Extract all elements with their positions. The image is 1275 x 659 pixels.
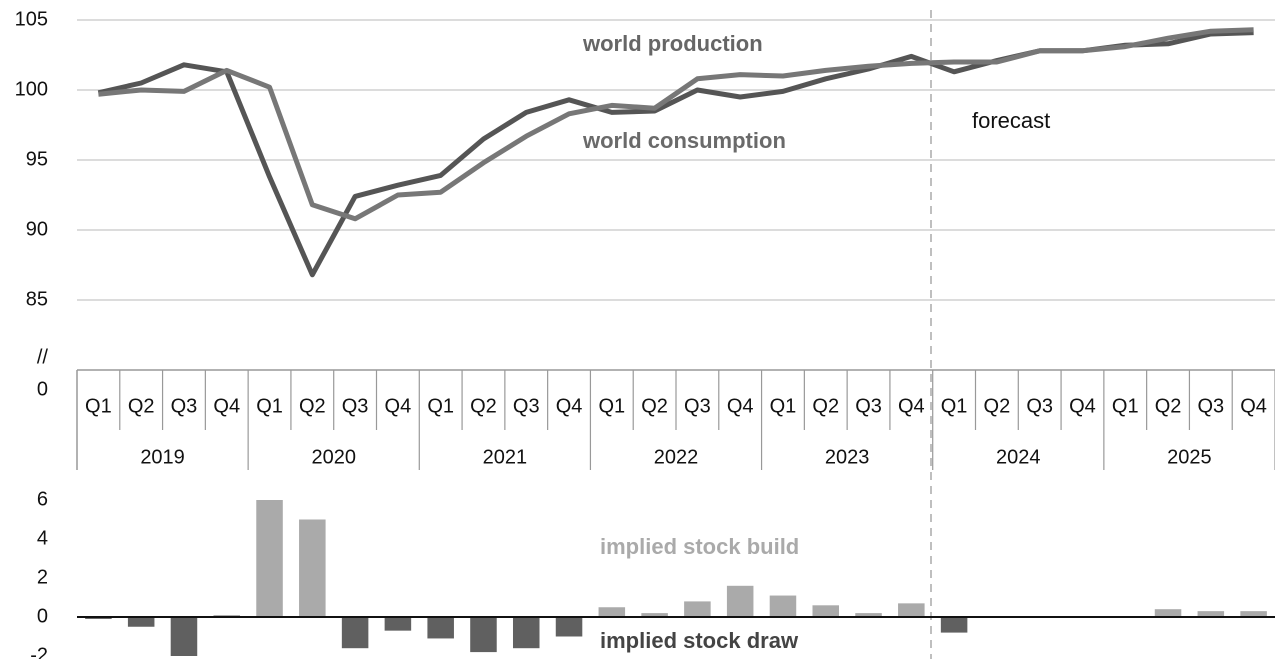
y-tick-label: 2: [37, 566, 48, 588]
x-tick-label: Q2: [299, 395, 326, 417]
x-tick-label: Q4: [213, 395, 240, 417]
series-label: world production: [582, 31, 763, 56]
x-tick-label: Q1: [85, 395, 112, 417]
bar: [555, 617, 583, 637]
axis-break-label: 0: [37, 378, 48, 400]
x-tick-label: Q4: [727, 395, 754, 417]
y-tick-label: 105: [15, 8, 48, 30]
bar: [855, 613, 882, 617]
bar: [170, 617, 198, 656]
y-tick-label: 85: [26, 288, 48, 310]
bar: [684, 601, 711, 617]
bar: [598, 607, 626, 617]
x-tick-label: Q1: [256, 395, 283, 417]
y-tick-label: 95: [26, 148, 48, 170]
bar: [470, 617, 497, 653]
bar: [1197, 611, 1225, 617]
bar: [1240, 611, 1267, 617]
x-tick-label: Q2: [812, 395, 839, 417]
bar: [299, 519, 326, 617]
year-label: 2023: [825, 446, 870, 468]
x-tick-label: Q2: [984, 395, 1011, 417]
y-tick-label: 4: [37, 527, 48, 549]
x-tick-label: Q1: [427, 395, 454, 417]
x-tick-label: Q1: [1112, 395, 1139, 417]
bar: [769, 595, 797, 617]
year-label: 2019: [140, 446, 185, 468]
y-tick-label: 100: [15, 78, 48, 100]
y-tick-label: 0: [37, 605, 48, 627]
bar: [940, 617, 968, 633]
x-tick-label: Q1: [598, 395, 625, 417]
draw-label: implied stock draw: [600, 628, 799, 653]
x-tick-label: Q2: [470, 395, 497, 417]
x-tick-label: Q3: [171, 395, 198, 417]
bar: [812, 605, 840, 617]
x-tick-label: Q3: [1026, 395, 1053, 417]
bar: [512, 617, 540, 649]
x-tick-label: Q3: [342, 395, 369, 417]
x-tick-label: Q3: [513, 395, 540, 417]
forecast-label: forecast: [972, 108, 1050, 133]
x-tick-label: Q3: [684, 395, 711, 417]
x-tick-label: Q1: [770, 395, 797, 417]
bar: [256, 500, 283, 617]
bar: [1154, 609, 1182, 617]
x-tick-label: Q3: [855, 395, 882, 417]
bar: [127, 617, 155, 627]
bar: [641, 613, 668, 617]
x-tick-label: Q4: [1240, 395, 1267, 417]
bar: [384, 617, 412, 631]
series-line: [97, 30, 1254, 278]
x-tick-label: Q3: [1197, 395, 1224, 417]
year-label: 2022: [654, 446, 699, 468]
y-tick-label: 6: [37, 488, 48, 510]
x-tick-label: Q1: [941, 395, 968, 417]
x-tick-label: Q4: [1069, 395, 1096, 417]
x-tick-label: Q2: [128, 395, 155, 417]
bar: [341, 617, 369, 649]
bar: [726, 585, 754, 617]
x-tick-label: Q2: [1155, 395, 1182, 417]
series-line: [98, 27, 1254, 222]
bar: [898, 603, 925, 617]
bar: [427, 617, 454, 639]
year-label: 2024: [996, 446, 1041, 468]
year-label: 2021: [483, 446, 528, 468]
y-tick-label: -2: [30, 644, 48, 659]
x-tick-label: Q2: [641, 395, 668, 417]
x-tick-label: Q4: [385, 395, 412, 417]
axis-break-mark: //: [37, 346, 49, 368]
build-label: implied stock build: [600, 534, 799, 559]
x-tick-label: Q4: [556, 395, 583, 417]
year-label: 2020: [311, 446, 356, 468]
y-tick-label: 90: [26, 218, 48, 240]
x-tick-label: Q4: [898, 395, 925, 417]
series-label: world consumption: [582, 128, 786, 153]
year-label: 2025: [1167, 446, 1212, 468]
